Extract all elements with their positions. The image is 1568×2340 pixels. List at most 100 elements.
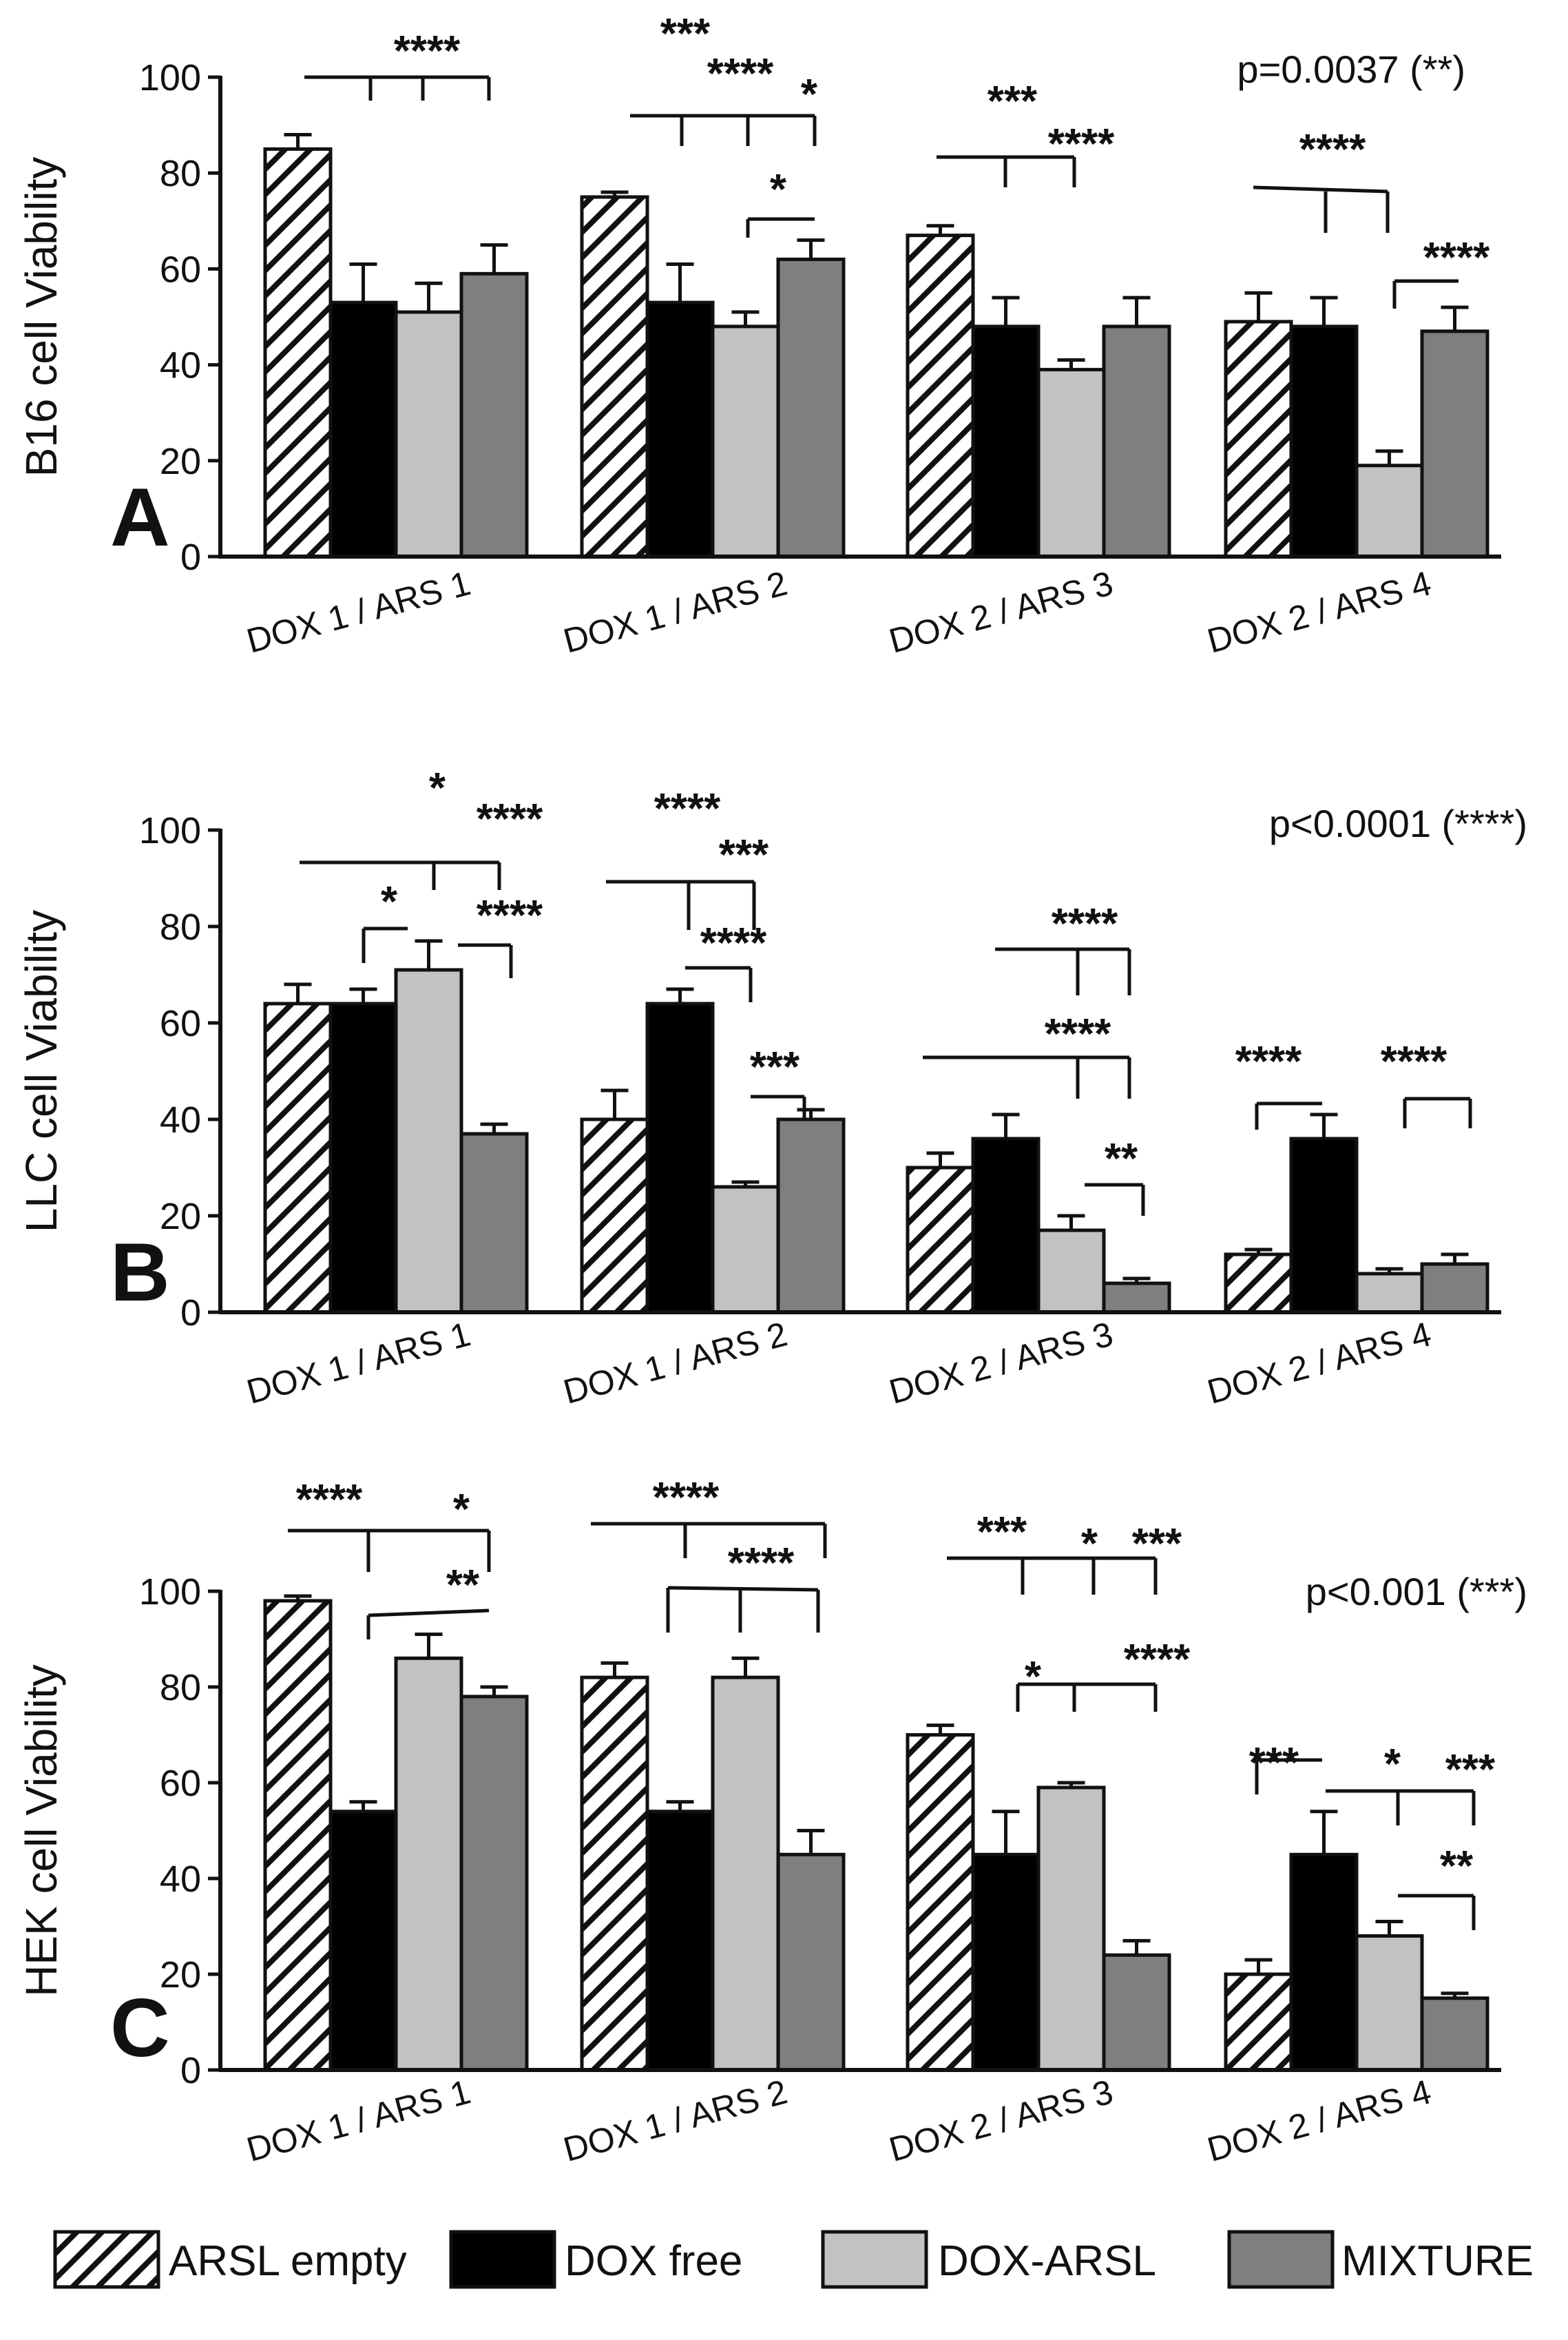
legend-swatch (53, 2230, 160, 2289)
significance-bracket (368, 1608, 490, 1617)
significance-stars: **** (1299, 126, 1366, 174)
significance-stars: *** (660, 10, 711, 58)
y-axis-label: LLC cell Viability (17, 910, 66, 1232)
bar (1102, 1281, 1171, 1314)
legend-swatch (449, 2230, 556, 2289)
panel-letter: B (110, 1226, 170, 1318)
category-label: DOX 1 / ARS 2 (559, 1314, 791, 1411)
bar (711, 1185, 780, 1314)
significance-stars: **** (1048, 121, 1115, 168)
y-tick-label: 20 (160, 1196, 201, 1237)
legend-label: DOX-ARSL (938, 2237, 1156, 2285)
y-tick-label: 0 (180, 1292, 201, 1334)
bar (459, 1132, 529, 1314)
y-axis-label: B16 cell Viability (17, 157, 66, 477)
bar (1036, 1785, 1106, 2072)
significance-stars: *** (1445, 1746, 1496, 1794)
category-label: DOX 1 / ARS 1 (242, 563, 474, 660)
bar (1420, 1262, 1489, 1314)
bar (263, 1599, 333, 2072)
bar (645, 1002, 715, 1314)
bar (711, 1675, 780, 2072)
y-tick-label: 60 (160, 1763, 201, 1804)
significance-stars: **** (1423, 234, 1490, 282)
bar (1420, 1996, 1489, 2072)
significance-bracket (1253, 185, 1388, 194)
significance-stars: **** (728, 1540, 795, 1587)
bar (328, 1810, 398, 2072)
bar (1036, 368, 1106, 559)
bar (776, 1852, 846, 2072)
p-value: p<0.0001 (****) (1269, 802, 1527, 845)
significance-stars: *** (977, 1509, 1027, 1556)
bar (1289, 1852, 1359, 2072)
significance-stars: *** (719, 831, 769, 879)
significance-stars: **** (477, 796, 543, 843)
bar (328, 1002, 398, 1314)
bar (1102, 324, 1171, 559)
bar (1355, 1272, 1424, 1314)
bar (1355, 1934, 1424, 2072)
significance-stars: **** (700, 920, 767, 967)
bar (263, 147, 333, 559)
bar (394, 310, 463, 559)
significance-stars: * (381, 878, 398, 926)
bar (459, 1695, 529, 2072)
significance-stars: * (1081, 1520, 1098, 1568)
category-label: DOX 2 / ARS 4 (1203, 2072, 1435, 2168)
significance-stars: **** (653, 1474, 720, 1522)
y-tick-label: 80 (160, 907, 201, 948)
category-label: DOX 1 / ARS 1 (242, 2072, 474, 2168)
category-label: DOX 2 / ARS 3 (885, 1314, 1117, 1411)
category-label: DOX 2 / ARS 3 (885, 2072, 1117, 2168)
significance-stars: **** (1381, 1038, 1447, 1086)
y-tick-label: 80 (160, 153, 201, 194)
bar (1036, 1228, 1106, 1314)
category-label: DOX 2 / ARS 4 (1203, 1314, 1435, 1411)
panel-letter: A (110, 471, 170, 563)
significance-stars: *** (750, 1044, 800, 1091)
significance-stars: *** (987, 78, 1038, 125)
significance-stars: **** (296, 1476, 363, 1524)
legend: ARSL empty DOX free DOX-ARSL MIXTURE (53, 2230, 1534, 2289)
bar (971, 1852, 1041, 2072)
panel-a: 0 20 40 60 80 100 B16 cell Viability Ap=0.0037 … (17, 10, 1501, 661)
significance-stars: **** (1052, 900, 1118, 948)
category-label: DOX 1 / ARS 2 (559, 563, 791, 660)
legend-label: MIXTURE (1341, 2237, 1534, 2285)
panel-letter: C (110, 1982, 170, 2074)
y-tick-label: 40 (160, 1099, 201, 1141)
category-label: DOX 1 / ARS 1 (242, 1314, 474, 1411)
bar (906, 1733, 975, 2072)
y-tick-label: 60 (160, 1003, 201, 1044)
bar (580, 1117, 649, 1314)
significance-stars: * (429, 765, 446, 812)
significance-stars: **** (654, 785, 721, 833)
y-tick-label: 100 (139, 1571, 201, 1613)
significance-stars: ** (1440, 1843, 1474, 1890)
bar (906, 1166, 975, 1314)
bar (394, 968, 463, 1314)
significance-stars: ** (1105, 1135, 1138, 1183)
significance-stars: * (1384, 1741, 1401, 1788)
bar (971, 324, 1041, 559)
significance-stars: **** (1124, 1636, 1191, 1684)
significance-stars: * (801, 71, 818, 118)
significance-stars: * (453, 1486, 470, 1533)
bar (906, 234, 975, 559)
significance-stars: **** (707, 50, 774, 98)
bar (459, 271, 529, 559)
y-tick-label: 0 (180, 2050, 201, 2091)
y-tick-label: 60 (160, 249, 201, 290)
significance-bracket (667, 1586, 819, 1592)
bar (711, 324, 780, 559)
bar (263, 1002, 333, 1314)
bar (776, 1117, 846, 1314)
bar (645, 300, 715, 559)
significance-stars: *** (1249, 1739, 1299, 1787)
y-tick-label: 0 (180, 537, 201, 578)
significance-stars: **** (477, 892, 543, 940)
y-tick-label: 20 (160, 441, 201, 482)
significance-stars: ** (446, 1562, 480, 1609)
bar (394, 1656, 463, 2072)
